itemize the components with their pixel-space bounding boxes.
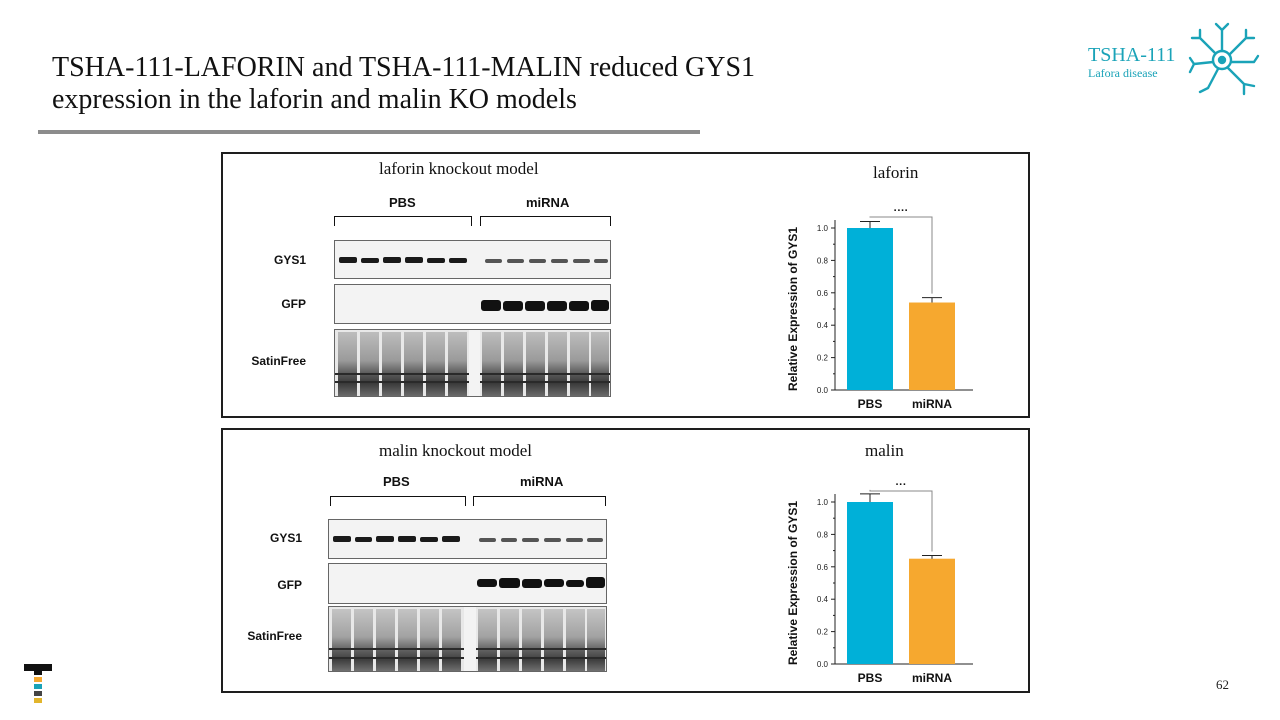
laforin-pbs-bracket <box>334 216 472 226</box>
malin-gfp-label: GFP <box>277 578 302 592</box>
malin-chart-title: malin <box>865 441 904 460</box>
laforin-y-tick-label: 0.4 <box>817 321 829 330</box>
malin-panel: malin knockout model PBS miRNA GYS1 GFP … <box>221 428 1030 693</box>
laforin-pbs-group-label: PBS <box>389 195 416 210</box>
laforin-gys1-label: GYS1 <box>273 253 306 267</box>
laforin-y-tick-label: 1.0 <box>817 224 829 233</box>
malin-y-tick-label: 1.0 <box>817 498 829 507</box>
malin-significance-bracket <box>869 489 933 552</box>
malin-y-tick-label: 0.6 <box>817 563 829 572</box>
malin-x-tick-label: PBS <box>858 671 883 685</box>
laforin-gfp-bands <box>481 300 609 311</box>
malin-bar-mirna <box>909 558 955 664</box>
neuron-logo-icon <box>1188 22 1260 96</box>
malin-mirna-group-label: miRNA <box>520 474 564 489</box>
laforin-satinfree-label: SatinFree <box>251 354 306 368</box>
malin-bar-chart: 0.0 0.2 0.4 0.6 0.8 1.0 Relative Expression of… <box>786 479 973 685</box>
malin-x-tick-label: miRNA <box>912 671 952 685</box>
malin-significance-label: ··· <box>896 479 907 491</box>
laforin-gfp-blot <box>334 284 611 324</box>
laforin-model-title: laforin knockout model <box>379 159 539 178</box>
laforin-gys1-blot <box>334 240 611 279</box>
brand-name: TSHA-111 <box>1088 44 1176 66</box>
laforin-chart: 0.0 0.2 0.4 0.6 0.8 1.0 Relative Expression of… <box>783 194 993 421</box>
laforin-bar-chart: 0.0 0.2 0.4 0.6 0.8 1.0 Relative Expression of… <box>786 205 973 411</box>
malin-y-tick-label: 0.2 <box>817 628 829 637</box>
malin-y-axis-label: Relative Expression of GYS1 <box>786 501 800 665</box>
malin-bar-pbs <box>847 502 893 664</box>
title-underline <box>38 130 700 134</box>
laforin-y-tick-label: 0.2 <box>817 354 829 363</box>
malin-satinfree-label: SatinFree <box>247 629 302 643</box>
malin-gfp-bands <box>477 577 605 588</box>
laforin-chart-title: laforin <box>873 163 919 182</box>
brand-label: TSHA-111 Lafora disease <box>1088 44 1175 80</box>
malin-satinfree-bands <box>329 607 606 671</box>
laforin-y-tick-label: 0.6 <box>817 289 829 298</box>
malin-model-title: malin knockout model <box>379 441 532 460</box>
malin-pbs-bracket <box>330 496 466 506</box>
laforin-gys1-bands <box>339 257 608 263</box>
slide-title-line2: expression in the laforin and malin KO m… <box>52 84 577 115</box>
laforin-x-tick-label: miRNA <box>912 397 952 411</box>
slide-title-line1: TSHA-111-LAFORIN and TSHA-111-MALIN redu… <box>52 52 756 83</box>
laforin-gfp-label: GFP <box>281 297 306 311</box>
laforin-y-tick-label: 0.0 <box>817 386 829 395</box>
malin-gys1-label: GYS1 <box>269 531 302 545</box>
malin-gys1-blot <box>328 519 607 559</box>
malin-mirna-bracket <box>473 496 606 506</box>
malin-y-tick-label: 0.0 <box>817 660 829 669</box>
malin-pbs-group-label: PBS <box>383 474 410 489</box>
brand-subtitle: Lafora disease <box>1088 66 1158 80</box>
laforin-satinfree-bands <box>335 330 610 396</box>
laforin-bar-mirna <box>909 302 955 390</box>
malin-y-tick-label: 0.8 <box>817 530 829 539</box>
page-number: 62 <box>1216 677 1229 692</box>
malin-satinfree-blot <box>328 606 607 672</box>
company-logo-icon <box>24 664 52 703</box>
malin-gfp-blot <box>328 563 607 604</box>
laforin-x-tick-label: PBS <box>858 397 883 411</box>
malin-y-tick-label: 0.4 <box>817 595 829 604</box>
laforin-satinfree-blot <box>334 329 611 397</box>
laforin-y-tick-label: 0.8 <box>817 256 829 265</box>
laforin-significance-label: ···· <box>894 205 909 217</box>
malin-chart: 0.0 0.2 0.4 0.6 0.8 1.0 Relative Expression of… <box>783 468 993 695</box>
laforin-bar-pbs <box>847 228 893 390</box>
laforin-mirna-group-label: miRNA <box>526 195 570 210</box>
malin-gys1-bands <box>333 536 603 542</box>
laforin-significance-bracket <box>869 216 933 294</box>
laforin-panel: laforin knockout model PBS miRNA GYS1 GF… <box>221 152 1030 418</box>
laforin-mirna-bracket <box>480 216 611 226</box>
slide-title: TSHA-111-LAFORIN and TSHA-111-MALIN redu… <box>52 52 952 116</box>
laforin-y-axis-label: Relative Expression of GYS1 <box>786 227 800 391</box>
